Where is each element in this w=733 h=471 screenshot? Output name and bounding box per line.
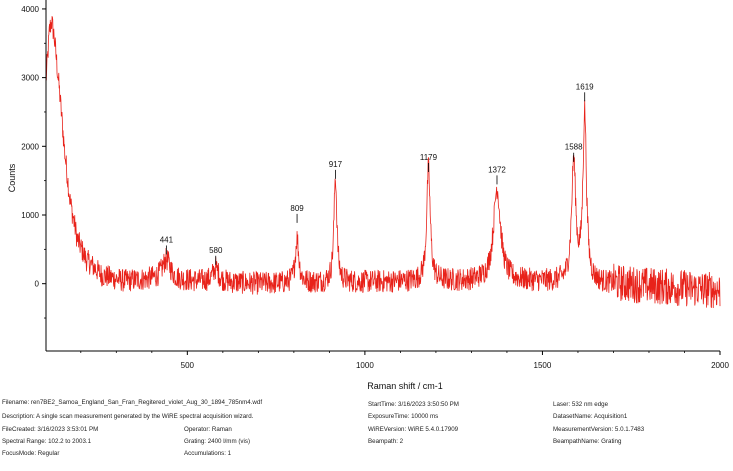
x-tick-label: 1500 (534, 361, 552, 370)
meta-exposure-time: ExposureTime: 10000 ms (368, 413, 439, 420)
y-tick-label: 4000 (21, 5, 39, 14)
y-tick-label: 2000 (21, 142, 39, 151)
meta-grating: Grating: 2400 l/mm (vis) (184, 438, 251, 445)
plot-area (45, 15, 721, 309)
y-tick-label: 1000 (21, 211, 39, 220)
meta-beampath-name: BeampathName: Grating (553, 438, 622, 445)
peak-label: 580 (209, 246, 223, 255)
meta-laser: Laser: 532 nm edge (553, 401, 609, 408)
peak-label: 1372 (488, 165, 506, 174)
y-tick-label: 0 (35, 280, 40, 289)
x-axis-title: Raman shift / cm-1 (367, 381, 443, 391)
x-tick-label: 500 (181, 361, 195, 370)
axes: 500 1000 1500 2000 0 1000 2000 3000 4000 (21, 0, 729, 370)
meta-accumulations: Accumulations: 1 (184, 450, 232, 457)
meta-spectral-range: Spectral Range: 102.2 to 2003.1 (2, 438, 92, 445)
peak-labels: 441 580 809 917 1179 1372 1588 1619 (160, 82, 594, 265)
meta-filename: Filename: ren7BE2_Samoa_England_San_Fran… (2, 399, 263, 406)
meta-operator: Operator: Raman (184, 426, 232, 433)
measurement-metadata: Filename: ren7BE2_Samoa_England_San_Fran… (0, 398, 733, 468)
meta-measurement-version: MeasurementVersion: 5.0.1.7483 (553, 426, 645, 433)
spectrum-line (45, 15, 721, 309)
peak-label: 441 (160, 235, 174, 244)
meta-focus-mode: FocusMode: Regular (2, 450, 60, 457)
raman-spectrum-chart: 500 1000 1500 2000 0 1000 2000 3000 4000 441 580 8… (7, 0, 729, 391)
meta-description: Description: A single scan measurement g… (2, 413, 254, 420)
peak-label: 809 (290, 204, 304, 213)
meta-start-time: StartTime: 3/16/2023 3:50:50 PM (368, 401, 459, 408)
peak-label: 917 (329, 160, 343, 169)
peak-label: 1588 (565, 143, 583, 152)
meta-beampath: Beampath: 2 (368, 438, 404, 445)
y-tick-label: 3000 (21, 74, 39, 83)
meta-dataset-name: DatasetName: Acquisition1 (553, 413, 628, 420)
x-tick-label: 2000 (711, 361, 729, 370)
meta-file-created: FileCreated: 3/16/2023 3:53:01 PM (2, 426, 99, 433)
y-axis-title: Counts (7, 163, 17, 192)
peak-label: 1619 (576, 82, 594, 91)
peak-label: 1179 (420, 153, 438, 162)
x-tick-label: 1000 (356, 361, 374, 370)
meta-wire-version: WiREVersion: WiRE 5.4.0.17909 (368, 426, 459, 433)
